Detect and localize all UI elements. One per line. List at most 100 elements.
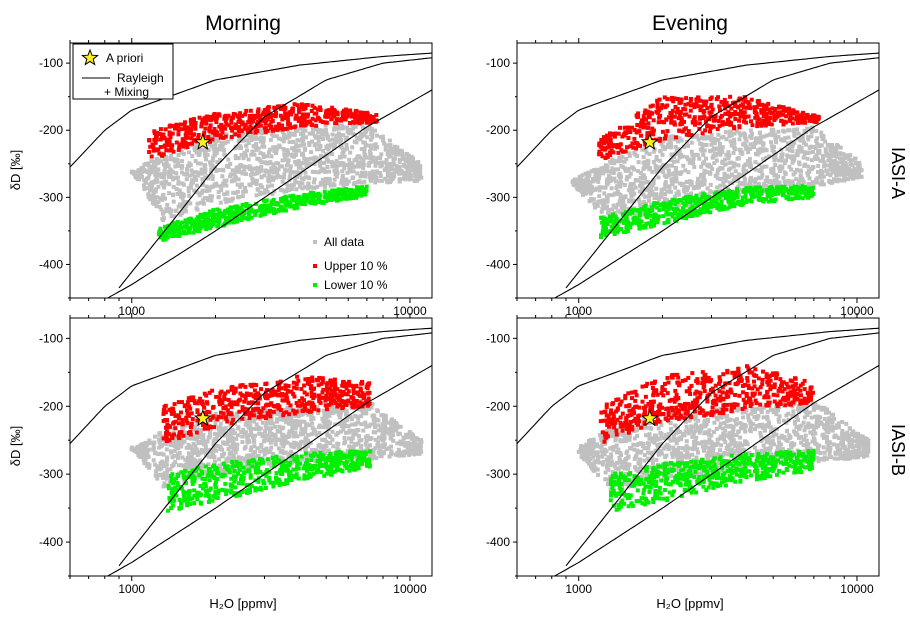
data-point [699, 165, 703, 169]
data-point [322, 129, 326, 133]
data-point [221, 168, 225, 172]
data-point [713, 141, 717, 145]
data-point [153, 131, 157, 135]
data-point [696, 209, 700, 213]
data-point [374, 178, 378, 182]
data-point [676, 159, 680, 163]
data-point [277, 167, 281, 171]
data-point [185, 177, 189, 181]
data-point [204, 157, 208, 161]
data-point [267, 150, 271, 154]
data-point [846, 177, 850, 181]
data-point [811, 165, 815, 169]
data-point [297, 200, 301, 204]
data-point [237, 156, 241, 160]
data-point [652, 118, 656, 122]
data-point [681, 164, 685, 168]
data-point [176, 227, 180, 231]
data-point [718, 195, 722, 199]
data-point [615, 184, 619, 188]
data-point [680, 138, 684, 142]
data-point [339, 119, 343, 123]
data-point [313, 170, 317, 174]
data-point [673, 186, 677, 190]
data-point [694, 153, 698, 157]
data-point [761, 142, 765, 146]
data-point [791, 149, 795, 153]
data-point [629, 172, 633, 176]
data-point [257, 157, 261, 161]
data-point [735, 187, 739, 191]
data-point [639, 134, 643, 138]
data-point [227, 198, 231, 202]
data-point [842, 162, 846, 166]
data-point [787, 165, 791, 169]
data-point [682, 197, 686, 201]
data-point [235, 204, 239, 208]
data-point [306, 103, 310, 107]
data-point [728, 95, 732, 99]
data-point [716, 176, 720, 180]
data-point [737, 163, 741, 167]
data-point [702, 114, 706, 118]
data-point [630, 211, 634, 215]
data-point [165, 203, 169, 207]
data-point [579, 180, 583, 184]
data-point [823, 140, 827, 144]
data-point [806, 165, 810, 169]
data-point [669, 190, 673, 194]
data-point [184, 141, 188, 145]
data-point [379, 135, 383, 139]
data-point [616, 203, 620, 207]
data-point [759, 137, 763, 141]
data-point [393, 156, 397, 160]
data-point [749, 165, 753, 169]
data-point [711, 154, 715, 158]
data-point [359, 112, 363, 116]
data-point [244, 144, 248, 148]
data-point [814, 180, 818, 184]
data-point [407, 173, 411, 177]
data-point [332, 190, 336, 194]
data-point [642, 200, 646, 204]
data-point [776, 181, 780, 185]
data-point [253, 172, 257, 176]
data-point [768, 111, 772, 115]
data-point [628, 130, 632, 134]
data-point [744, 146, 748, 150]
data-point [805, 194, 809, 198]
data-point [621, 200, 625, 204]
data-point [848, 162, 852, 166]
data-point [220, 174, 224, 178]
data-point [209, 224, 213, 228]
data-point [281, 180, 285, 184]
data-point [168, 124, 172, 128]
data-point [669, 116, 673, 120]
data-point [314, 136, 318, 140]
data-point [640, 226, 644, 230]
data-point [752, 105, 756, 109]
data-point [667, 168, 671, 172]
data-point [180, 230, 184, 234]
data-point [242, 151, 246, 155]
data-point [730, 190, 734, 194]
data-point [275, 128, 279, 132]
data-point [343, 155, 347, 159]
data-point [781, 193, 785, 197]
data-point [168, 210, 172, 214]
data-point [243, 186, 247, 190]
data-point [190, 154, 194, 158]
data-point [273, 425, 277, 429]
data-point [635, 131, 639, 135]
data-point [375, 145, 379, 149]
data-point [794, 177, 798, 181]
data-point [272, 106, 276, 110]
data-point [365, 189, 369, 193]
data-point [773, 163, 777, 167]
data-point [255, 179, 259, 183]
data-point [178, 188, 182, 192]
data-point [851, 177, 855, 181]
data-point [243, 113, 247, 117]
data-point [355, 190, 359, 194]
data-point [683, 113, 687, 117]
